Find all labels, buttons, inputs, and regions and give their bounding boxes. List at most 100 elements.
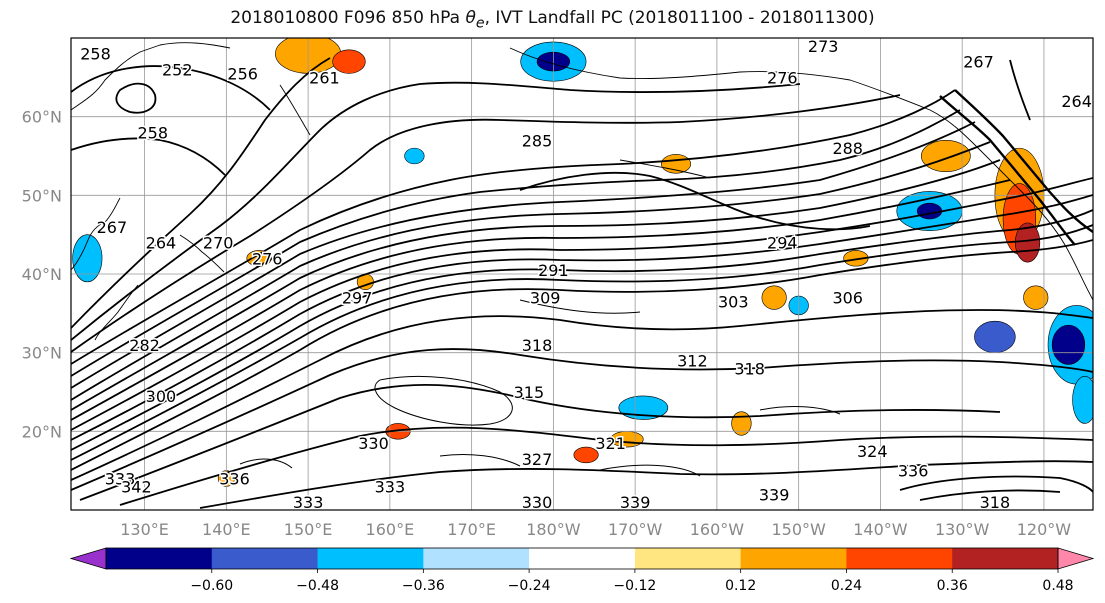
colorbar-extend-high (1057, 547, 1095, 570)
contour-label: 339 (620, 493, 651, 512)
shading-blob (404, 147, 425, 165)
shading-blob (974, 320, 1016, 353)
map-frame (70, 37, 1094, 511)
theta-e-contours (71, 57, 1093, 509)
colorbar-bin (740, 548, 847, 569)
contour-label: 264 (1061, 92, 1092, 111)
coast-alaska (509, 47, 931, 111)
colorbar-tick-label: −0.12 (613, 578, 656, 594)
lon-tick-label: 130°E (120, 520, 169, 539)
contour-line (439, 454, 521, 467)
theta-symbol: θ (465, 8, 476, 28)
lon-tick-label: 140°W (853, 520, 908, 539)
shading-blob (761, 285, 787, 310)
contour-label: 330 (522, 493, 553, 512)
contour-labels: 258 252 256 261 258 285 273 276 267 264 288 267 264 2… (79, 37, 1093, 512)
lat-tick-label: 30°N (22, 344, 62, 363)
contour-label: 336 (898, 462, 929, 481)
lon-tick-label: 150°E (284, 520, 333, 539)
shading-blob (1072, 375, 1093, 424)
contour-line (71, 81, 801, 341)
contour-label: 327 (522, 450, 553, 469)
shading-blob (573, 446, 599, 464)
contour-label: 291 (538, 261, 569, 280)
contour-label: 324 (857, 442, 888, 461)
contour-line (71, 309, 1093, 481)
contour-line (115, 82, 157, 114)
contour-line (239, 458, 293, 469)
colorbar-extend-low (69, 547, 107, 570)
shading-blob (921, 139, 971, 173)
contour-line (519, 299, 641, 314)
colorbar-tick-label: −0.48 (296, 578, 339, 594)
contour-label: 318 (980, 493, 1011, 512)
contour-line (199, 460, 1093, 509)
contour-line (71, 179, 1011, 421)
lat-tick-label: 40°N (22, 265, 62, 284)
contour-label: 252 (162, 60, 193, 79)
colorbar-bin (423, 548, 530, 569)
contour-line (71, 194, 1093, 441)
axis-ticks: 130°E 140°E 150°E 160°E 170°E 180°W 170°W 160°W… (22, 108, 1072, 539)
colorbar-bin (211, 548, 319, 569)
contour-label: 315 (514, 383, 545, 402)
contour-label: 258 (137, 123, 168, 142)
contour-label: 312 (677, 352, 708, 371)
contour-line (939, 95, 1076, 246)
contour-label: 276 (252, 249, 283, 268)
colorbar-frame (105, 547, 1059, 570)
minor-contours (239, 299, 841, 477)
contour-line (1009, 59, 1031, 121)
contour-line (71, 137, 226, 176)
contour-label: 306 (832, 289, 863, 308)
contour-line (759, 406, 841, 415)
contour-label: 256 (227, 64, 258, 83)
contour-line (79, 383, 1001, 501)
contour-line (119, 426, 1093, 506)
contour-label: 333 (105, 470, 136, 489)
contour-label: 294 (767, 234, 798, 253)
lat-tick-label: 20°N (22, 422, 62, 441)
figure-title: 2018010800 F096 850 hPa θe, IVT Landfall… (0, 8, 1105, 31)
contour-line (71, 94, 901, 353)
contour-line (71, 57, 331, 329)
contour-label: 336 (219, 470, 250, 489)
coast-kamchatka (279, 84, 311, 136)
contour-label: 318 (522, 336, 553, 355)
contour-label: 333 (293, 493, 324, 512)
colorbar-tick-label: −0.60 (190, 578, 233, 594)
contour-label: 333 (375, 477, 406, 496)
contour-line (954, 89, 1093, 233)
contour-label: 282 (129, 336, 160, 355)
coast-japan (179, 234, 225, 273)
lon-tick-label: 130°W (935, 520, 990, 539)
colorbar-bin (106, 548, 213, 569)
lon-tick-label: 160°W (690, 520, 745, 539)
coast-aleutians (619, 159, 711, 179)
lon-tick-label: 150°W (771, 520, 826, 539)
colorbar-bin (952, 548, 1059, 569)
contour-label: 339 (759, 485, 790, 504)
colorbar-bin (317, 548, 424, 569)
contour-label: 273 (808, 37, 839, 56)
shading-blob (72, 234, 103, 283)
colorbar-tick-label: 0.12 (725, 578, 756, 594)
colorbar-tick-label: 0.24 (831, 578, 862, 594)
lon-tick-label: 160°E (366, 520, 415, 539)
contour-label: 300 (146, 387, 177, 406)
coast-siberia (71, 42, 231, 111)
contour-label: 267 (97, 218, 128, 237)
contour-label: 264 (146, 234, 177, 253)
colorbar-tick-label: −0.36 (402, 578, 445, 594)
colorbar: −0.60 −0.48 −0.36 −0.24 −0.12 0.12 0.24 0.36 0.4… (69, 547, 1095, 594)
colorbar-tick-label: 0.48 (1042, 578, 1073, 594)
contour-line (71, 65, 271, 111)
coast-asia (71, 197, 121, 271)
theta-subscript: e (475, 15, 485, 32)
contour-label: 288 (832, 139, 863, 158)
contour-label: 330 (358, 434, 389, 453)
contour-line (71, 348, 1093, 491)
contour-label: 318 (734, 359, 765, 378)
colorbar-bin (529, 548, 636, 569)
